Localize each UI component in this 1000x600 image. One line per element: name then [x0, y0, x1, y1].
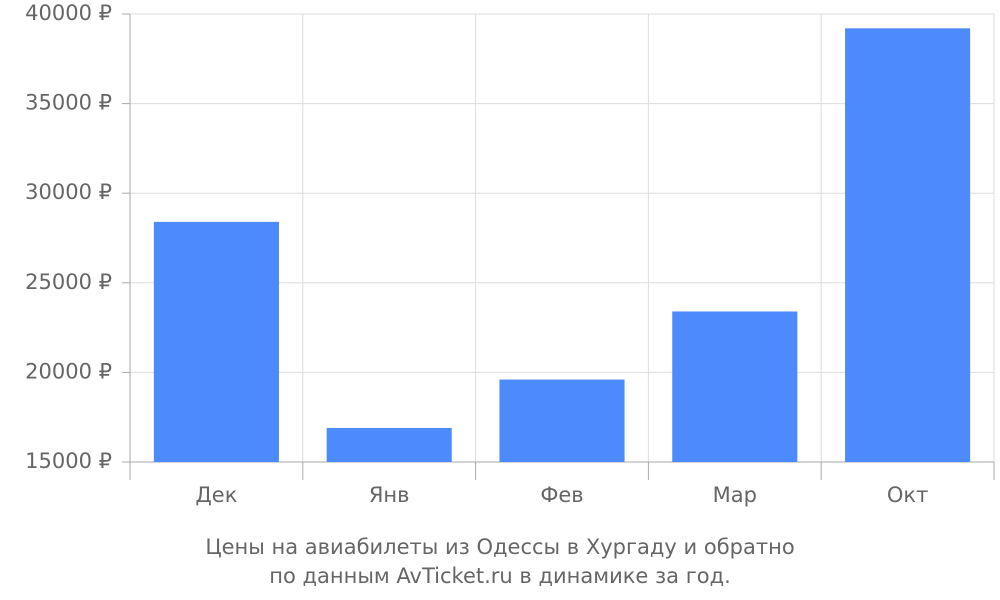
x-tick-label: Окт [887, 483, 928, 507]
y-tick-label: 35000 ₽ [25, 91, 112, 115]
bar [845, 28, 971, 463]
y-tick-label: 40000 ₽ [25, 1, 112, 25]
x-tick-label: Фев [540, 483, 583, 507]
bar [499, 379, 625, 462]
chart-title: по данным AvTicket.ru в динамике за год. [269, 564, 731, 588]
y-tick-label: 25000 ₽ [25, 270, 112, 294]
bar [153, 221, 279, 462]
bar [672, 311, 798, 462]
x-tick-label: Янв [369, 483, 410, 507]
x-tick-label: Дек [195, 483, 237, 507]
y-tick-label: 20000 ₽ [25, 359, 112, 383]
x-tick-label: Мар [713, 483, 757, 507]
chart-title: Цены на авиабилеты из Одессы в Хургаду и… [205, 535, 794, 559]
y-tick-label: 15000 ₽ [25, 449, 112, 473]
bar [326, 427, 452, 462]
y-tick-label: 30000 ₽ [25, 180, 112, 204]
